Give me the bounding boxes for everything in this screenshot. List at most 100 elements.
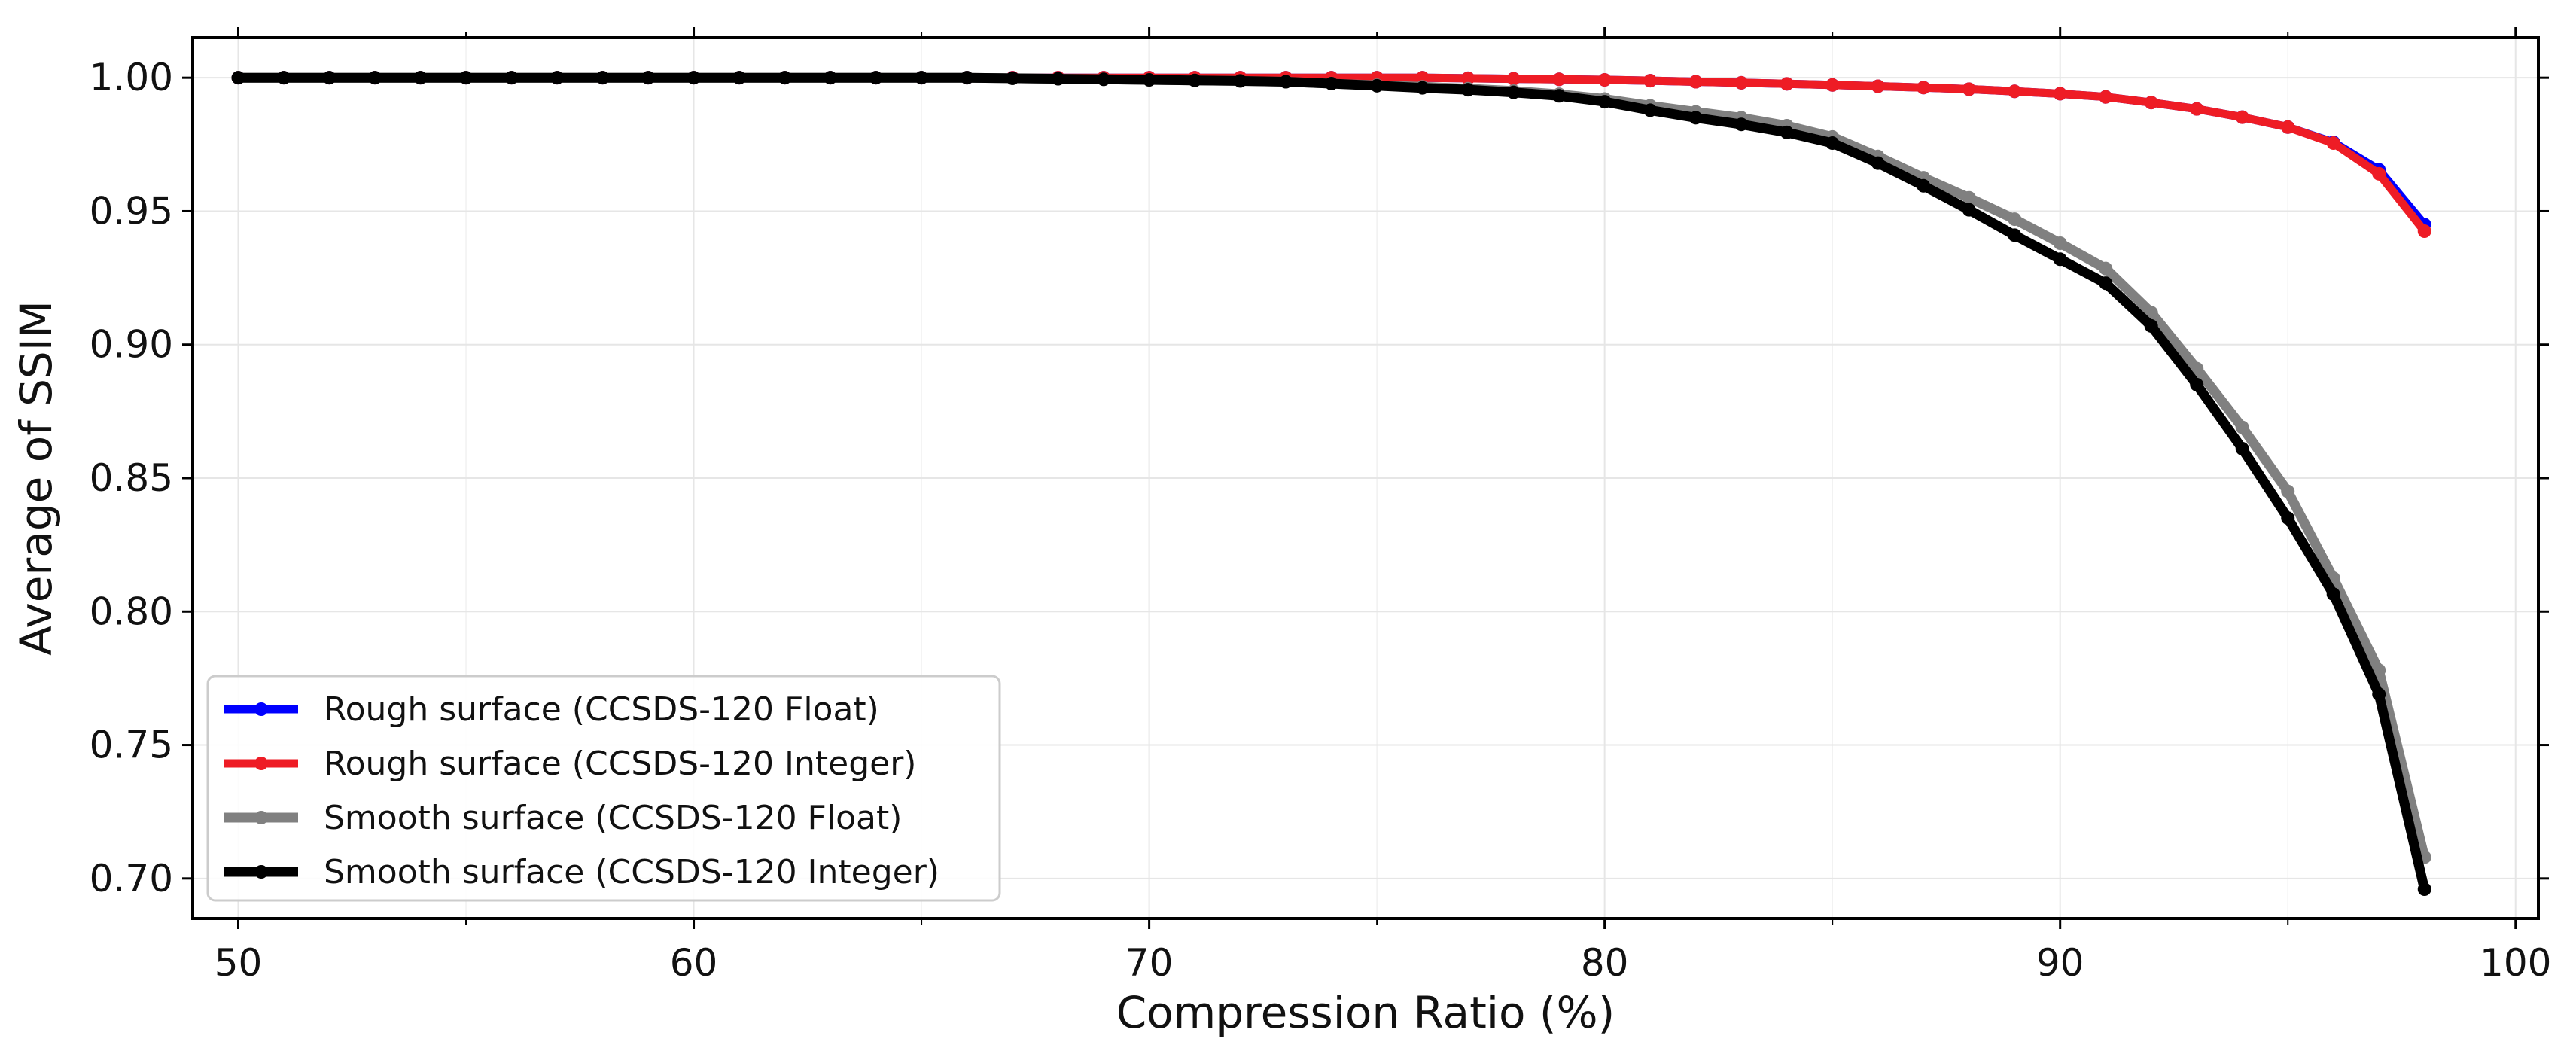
data-point <box>2144 318 2158 333</box>
x-axis-title: Compression Ratio (%) <box>1116 987 1615 1038</box>
data-point <box>504 71 519 85</box>
legend: Rough surface (CCSDS-120 Float) Rough sur… <box>206 675 1001 902</box>
data-point <box>368 71 382 85</box>
data-point <box>1917 178 1931 193</box>
data-point <box>1506 72 1521 86</box>
legend-label: Rough surface (CCSDS-120 Float) <box>324 690 879 729</box>
x-tick-label: 70 <box>1125 941 1174 985</box>
data-point <box>2008 84 2022 99</box>
data-point <box>277 71 291 85</box>
data-point <box>2190 102 2204 116</box>
data-point <box>1962 190 1976 205</box>
data-point <box>1233 74 1247 88</box>
data-point <box>413 71 428 85</box>
legend-entry: Rough surface (CCSDS-120 Float) <box>224 690 879 729</box>
data-point <box>322 71 336 85</box>
data-point <box>1825 136 1840 151</box>
y-tick-label: 1.00 <box>90 56 173 99</box>
data-point <box>1780 125 1794 139</box>
data-point <box>2144 96 2158 110</box>
data-point <box>1142 73 1156 87</box>
data-point <box>2099 90 2113 104</box>
data-point <box>1506 85 1521 99</box>
data-point <box>2281 484 2295 498</box>
legend-label: Rough surface (CCSDS-120 Integer) <box>324 745 916 783</box>
data-point <box>1871 79 1885 93</box>
data-point <box>2281 120 2295 134</box>
data-point <box>1871 156 1885 170</box>
data-point <box>1370 78 1384 93</box>
data-point <box>2417 882 2431 896</box>
data-point <box>459 71 473 85</box>
data-point <box>2281 511 2295 526</box>
y-axis-title: Average of SSIM <box>11 300 62 656</box>
data-point <box>915 71 929 85</box>
legend-box <box>206 675 1001 902</box>
data-point <box>1825 78 1840 92</box>
data-point <box>824 71 838 85</box>
legend-entry: Smooth surface (CCSDS-120 Float) <box>224 799 902 837</box>
x-tick-label: 50 <box>215 941 263 985</box>
y-tick-label: 0.70 <box>90 857 173 900</box>
data-point <box>1962 203 1976 217</box>
data-point <box>231 71 245 85</box>
legend-entry: Rough surface (CCSDS-120 Integer) <box>224 745 916 783</box>
data-point <box>869 71 883 85</box>
legend-label: Smooth surface (CCSDS-120 Float) <box>324 799 902 837</box>
data-point <box>1552 72 1567 87</box>
data-point <box>1962 82 1976 96</box>
data-point <box>2008 212 2022 227</box>
data-point <box>2326 587 2340 602</box>
data-point <box>1597 73 1612 87</box>
data-point <box>687 71 701 85</box>
data-point <box>2372 166 2386 181</box>
data-point <box>732 71 747 85</box>
data-point <box>1643 74 1658 88</box>
data-point <box>2008 228 2022 242</box>
data-point <box>550 71 565 85</box>
data-point <box>2372 663 2386 678</box>
y-tick-label: 0.95 <box>90 189 173 233</box>
data-point <box>2053 252 2067 267</box>
data-point <box>2417 224 2431 239</box>
data-point <box>2099 261 2113 276</box>
data-point <box>2053 236 2067 250</box>
legend-entry: Smooth surface (CCSDS-120 Integer) <box>224 853 939 891</box>
data-point <box>1006 71 1020 85</box>
tick-layer: 50 60 70 80 90 100 0.70 0.75 0.80 0.85 0.90 0.95 1.0… <box>90 27 2551 985</box>
data-point <box>1097 72 1111 87</box>
legend-marker <box>254 757 268 770</box>
y-tick-label: 0.85 <box>90 456 173 500</box>
data-point <box>1552 89 1567 103</box>
data-point <box>2326 136 2340 151</box>
data-point <box>778 71 792 85</box>
series-4 <box>231 71 2431 896</box>
data-point <box>1688 75 1703 89</box>
data-point <box>1461 71 1475 85</box>
data-point <box>2235 420 2249 434</box>
data-point <box>2190 361 2204 376</box>
legend-label: Smooth surface (CCSDS-120 Integer) <box>324 853 939 891</box>
data-point <box>1415 81 1430 95</box>
data-point <box>1734 75 1749 90</box>
data-point <box>1597 95 1612 109</box>
data-point <box>2372 687 2386 702</box>
data-point <box>2235 110 2249 124</box>
series-layer <box>231 71 2431 896</box>
data-point <box>960 71 974 85</box>
data-point <box>2235 442 2249 455</box>
data-point <box>1734 117 1749 132</box>
x-tick-label: 80 <box>1581 941 1629 985</box>
data-point <box>595 71 610 85</box>
data-point <box>1279 75 1293 89</box>
data-point <box>2053 87 2067 101</box>
data-point <box>1643 103 1658 117</box>
y-tick-label: 0.75 <box>90 724 173 767</box>
data-point <box>1188 73 1202 87</box>
legend-marker <box>254 811 268 824</box>
data-point <box>2144 306 2158 320</box>
legend-marker <box>254 865 268 879</box>
data-point <box>641 71 656 85</box>
data-point <box>1688 111 1703 125</box>
